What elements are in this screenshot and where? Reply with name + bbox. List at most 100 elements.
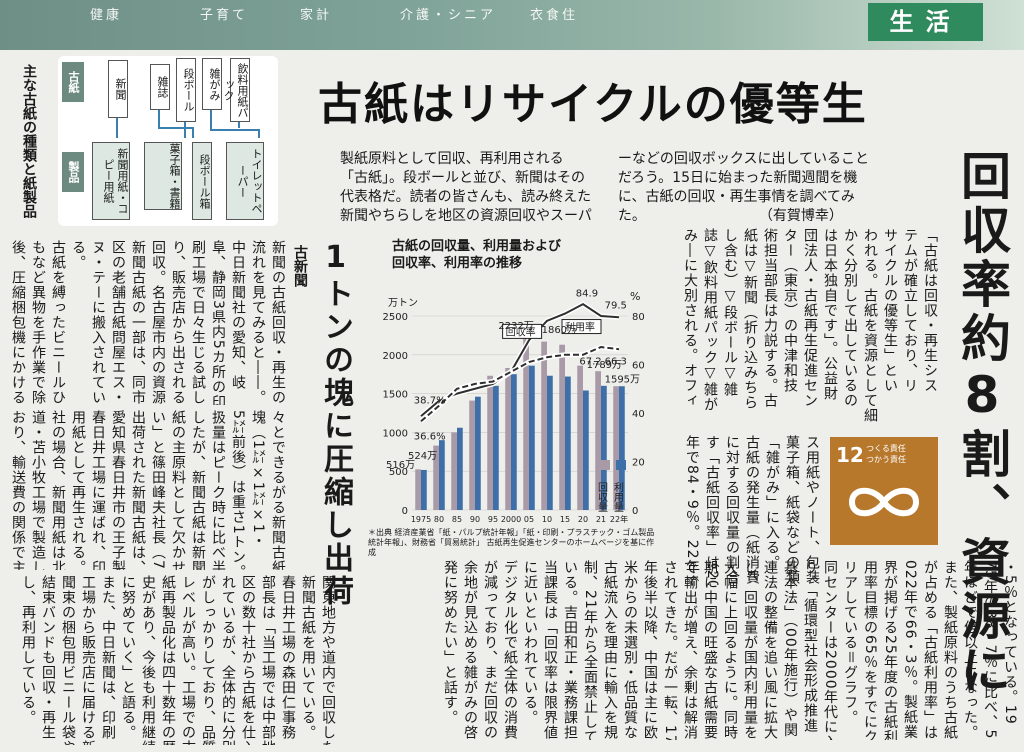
body-line: 022年で66・3％。製紙業: [902, 560, 918, 740]
body-line: 刷工場で日々生じる試し刷: [190, 240, 206, 405]
body-line: かく分別して出しているの: [842, 228, 858, 408]
lead-line: に、古紙の回収・再生事情を調べてみ: [617, 189, 855, 205]
product-tag: 製品: [62, 152, 84, 192]
body-line: い」と篠田峰夫社長（72）。: [150, 410, 166, 570]
body-line: 新聞の古紙回収・再生の: [270, 240, 286, 405]
body-column-right: 「古紙は回収・再生シス テムが確立しており、リ サイクルの優等生」とい われる。…: [670, 228, 940, 428]
source-cardboard: 段ボール: [176, 58, 196, 122]
sdg-number: 12: [836, 443, 864, 467]
data-label: 1595万: [605, 375, 640, 386]
bar-recovered: [613, 386, 619, 510]
data-label: 36.6%: [414, 432, 446, 443]
legend-swatch: [616, 460, 626, 470]
bar-recovered: [541, 341, 547, 510]
legend-label: 回収量: [596, 482, 608, 512]
source-magazine: 雑誌: [150, 64, 170, 110]
body-line: 結束バンドも回収・再生: [40, 575, 56, 740]
body-line: 阜、静岡3県内5カ所の印: [210, 240, 226, 405]
body-line: し、再利用している。: [20, 575, 36, 725]
body-line: リアしている＝グラフ。: [842, 560, 858, 725]
data-label: 38.7%: [414, 395, 446, 406]
body-line: 紙は▽新聞（折り込みちら: [742, 228, 758, 410]
x-tick: 80: [434, 515, 444, 524]
data-label: 1860万: [542, 325, 577, 336]
bar-recovered: [577, 365, 583, 510]
body-line: 用紙として再生される。同: [70, 410, 86, 570]
bar-recovered: [559, 344, 565, 510]
data-label: 84.9: [576, 289, 598, 300]
body-line: に努めていく」と語る。: [120, 575, 136, 740]
lead-line: 代表格だ。読者の皆さんも、読み終えた: [340, 189, 592, 205]
bar-used: [583, 390, 589, 510]
sdg-text-1: つくる責任: [866, 444, 906, 453]
sdg-caption: つくる責任 つかう責任: [866, 443, 906, 465]
body-line: 愛知県春日井市の王子製紙: [110, 410, 126, 570]
y-right-tick: 40: [632, 409, 645, 420]
body-line: 古紙の発生量（紙消費量）: [744, 435, 760, 585]
body-column-bottom-right: ・5％となっている。19 75年の38・7％に比べ、50 年ほどで倍以上になった…: [340, 560, 1020, 740]
x-tick: 85: [452, 515, 462, 524]
body-line: いる。吉田和正・業務課担: [562, 560, 578, 740]
nav-health[interactable]: 健康: [90, 8, 123, 23]
bar-used: [529, 365, 535, 510]
headline: 古紙はリサイクルの優等生: [318, 79, 868, 130]
body-line: 紙再製品化は四十数年の歴: [160, 575, 176, 745]
x-tick: 90: [470, 515, 480, 524]
nav-childcare[interactable]: 子育て: [200, 8, 249, 23]
body-line: 年ほどで倍以上になった。: [962, 560, 978, 740]
data-label: 2232万: [498, 321, 533, 332]
body-line: ヌ・テーに搬入されてい: [90, 240, 106, 405]
body-column-right-2: ス用紙やノート、包装紙、 菓子箱、紙袋などの類いは 「雑がみ」に入る。 古紙の発…: [672, 435, 822, 585]
bar-used: [601, 385, 607, 510]
body-line: 5㍍前後）は重さ1トン。「取: [230, 410, 246, 570]
infinity-icon: [848, 487, 920, 517]
source-mixed: 雑がみ: [202, 58, 222, 110]
body-line: 古紙を縛ったビニールひ: [50, 240, 66, 405]
bar-recovered: [469, 400, 475, 510]
body-line: に近いといわれている。: [522, 560, 538, 725]
data-label: 516万: [386, 460, 415, 471]
bar-used: [511, 374, 517, 510]
body-line: 回収。名古屋市内の資源: [150, 240, 166, 405]
y-right-unit: %: [630, 290, 640, 303]
body-line: に対する回収量の割合を示: [724, 435, 740, 585]
body-line: 春日井工場の森田仁事務: [280, 575, 296, 740]
body-line: 関東地方や道内で回収した: [320, 575, 336, 745]
lead-line: ーなどの回収ボックスに出していること: [617, 151, 870, 167]
diagram-title: 主な古紙の種類と紙製品: [21, 64, 37, 218]
data-label: 66.3: [605, 357, 627, 368]
body-line: し含む）▽段ボール▽雑: [722, 228, 738, 397]
data-label: 79.5: [605, 301, 627, 312]
body-line: れているが、全体的に分別: [220, 575, 236, 745]
chart-title: 古紙の回収量、利用量および回収率、利用率の推移: [392, 239, 562, 271]
lead-line: た。: [617, 208, 646, 224]
body-line: る。: [70, 240, 86, 270]
main-vertical-headline: 回収率約8割、資源に: [953, 150, 1011, 698]
body-line: 当課長は「回収率は限界値: [542, 560, 558, 740]
x-tick: 22年: [610, 514, 628, 524]
bar-recovered: [451, 432, 457, 510]
diagram-arrows: [116, 110, 260, 138]
lead-line: 製紙原料として回収、再利用される: [340, 151, 564, 167]
body-line: 菓子箱、紙袋などの類いは: [784, 435, 800, 585]
body-line: ス用紙やノート、包装紙、: [804, 435, 820, 585]
legend-swatch: [600, 460, 610, 470]
body-line: 塊（1㍍×1㍍×1・: [250, 410, 266, 549]
body-line: 「雑がみ」に入る。: [764, 435, 780, 570]
x-tick: 15: [560, 515, 570, 524]
body-line: で輸出が増え、余剰は解消: [682, 560, 698, 740]
body-line: 期に中国の旺盛な古紙需要: [702, 560, 718, 740]
nav-household[interactable]: 家計: [300, 8, 333, 23]
bar-used: [475, 396, 481, 510]
recovery-chart: 古紙の回収量、利用量および回収率、利用率の推移 0 500 1000 1500 2000…: [360, 238, 660, 558]
nav-living[interactable]: 衣食住: [530, 8, 579, 23]
y-right-tick: 80: [632, 312, 645, 323]
nav-care[interactable]: 介護・シニア: [400, 8, 497, 23]
body-line: み―に大別される。オフィ: [682, 228, 698, 408]
bar-recovered: [505, 367, 511, 510]
kicker: 古新聞: [292, 245, 308, 287]
body-line: 社の場合、新聞用紙は北海: [50, 410, 66, 570]
body-line: レベルが高い。工場での古: [180, 575, 196, 745]
body-line: 余地が見込める雑がみの啓: [462, 560, 478, 740]
x-tick: 05: [524, 515, 534, 524]
